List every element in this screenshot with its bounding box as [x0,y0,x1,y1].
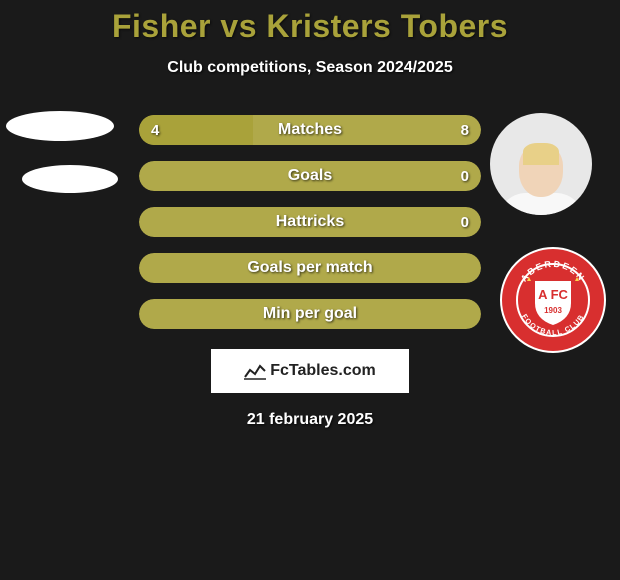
bar-label: Goals per match [139,253,481,283]
aberdeen-badge-svg: ABERDEEN FOOTBALL CLUB A FC 1903 [500,247,606,353]
left-club-placeholder [22,165,118,193]
bar-row: Hattricks0 [139,207,481,237]
subtitle: Club competitions, Season 2024/2025 [0,59,620,77]
comparison-widget: Fisher vs Kristers Tobers Club competiti… [0,0,620,429]
bar-row: Matches4 8 [139,115,481,145]
right-player-photo [490,113,592,215]
player-hair [523,143,559,165]
badge-year: 1903 [544,306,562,315]
bar-row: Goals0 [139,161,481,191]
right-club-badge: ABERDEEN FOOTBALL CLUB A FC 1903 [500,247,606,353]
attribution-text: FcTables.com [270,362,376,380]
date-text: 21 february 2025 [0,411,620,429]
bar-row: Min per goal [139,299,481,329]
bar-value-right: 8 [461,115,469,145]
bar-label: Matches [139,115,481,145]
bar-value-left: 4 [151,115,159,145]
bar-row: Goals per match [139,253,481,283]
player-head [519,145,563,197]
bar-label: Hattricks [139,207,481,237]
page-title: Fisher vs Kristers Tobers [0,8,620,45]
left-player-placeholder [6,111,114,141]
chart-area: ABERDEEN FOOTBALL CLUB A FC 1903 Matches… [0,115,620,429]
bar-label: Min per goal [139,299,481,329]
comparison-bars: Matches48Goals0Hattricks0Goals per match… [139,115,481,329]
bar-value-right: 0 [461,207,469,237]
fctables-icon [244,362,266,380]
attribution-badge[interactable]: FcTables.com [211,349,409,393]
bar-value-right: 0 [461,161,469,191]
bar-label: Goals [139,161,481,191]
badge-letters: A FC [538,287,568,302]
